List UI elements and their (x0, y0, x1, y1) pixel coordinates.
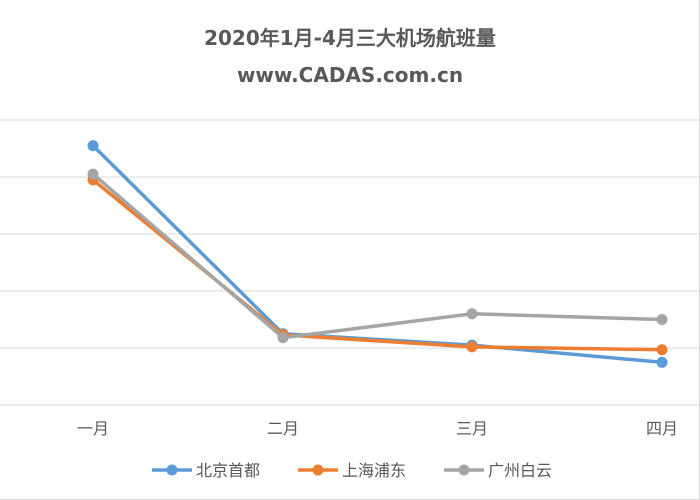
data-point (87, 140, 99, 152)
data-point (656, 314, 668, 325)
data-point (656, 356, 668, 368)
series-line (91, 172, 664, 340)
legend-marker (166, 464, 178, 476)
chart-title: 2020年1月-4月三大机场航班量 (204, 26, 496, 50)
series-line (91, 143, 664, 365)
legend-label: 广州白云 (488, 461, 552, 480)
data-point (466, 308, 478, 320)
x-tick-label: 二月 (267, 419, 299, 438)
data-point (656, 344, 668, 356)
legend-marker (458, 464, 470, 476)
data-point (277, 332, 289, 344)
data-point (466, 341, 478, 353)
legend-marker (312, 464, 324, 476)
data-point (87, 168, 99, 180)
legend-label: 上海浦东 (342, 461, 406, 480)
x-tick-label: 三月 (456, 419, 488, 438)
x-tick-label: 一月 (77, 419, 109, 438)
legend-label: 北京首都 (196, 461, 260, 480)
chart-subtitle: www.CADAS.com.cn (236, 63, 464, 87)
x-tick-label: 四月 (646, 419, 678, 438)
